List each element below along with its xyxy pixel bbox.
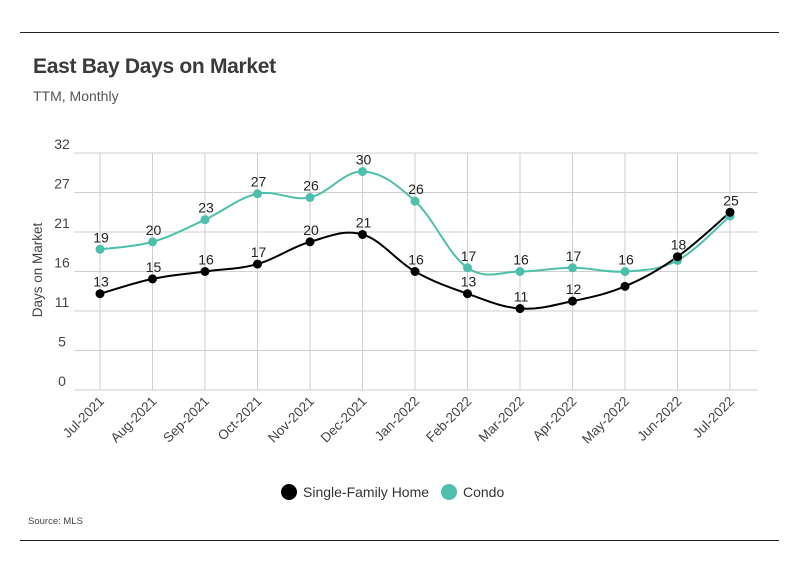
data-labels: 19 20 23 27 26 30 26 17 16 17 16 13 15 16 17 20 21 16 13 11…: [93, 152, 739, 305]
data-label: 16: [618, 252, 634, 268]
top-rule: [20, 32, 779, 33]
series-points: [95, 167, 735, 314]
data-point: [253, 259, 262, 269]
data-label: 26: [408, 181, 424, 197]
chart-subtitle: TTM, Monthly: [33, 88, 119, 104]
data-label: 11: [514, 289, 529, 305]
legend: Single-Family Home Condo: [281, 484, 504, 500]
legend-marker: [441, 484, 457, 500]
data-label: 12: [566, 281, 582, 297]
data-point: [725, 207, 735, 217]
x-tick-label: Jan-2022: [372, 394, 422, 444]
data-point: [358, 167, 367, 177]
data-label: 23: [198, 200, 214, 216]
y-tick-label: 11: [55, 294, 70, 310]
data-label: 13: [93, 274, 109, 290]
data-label: 27: [251, 174, 267, 190]
data-label: 17: [461, 248, 477, 264]
data-point: [463, 263, 472, 273]
data-point: [95, 289, 105, 299]
x-tick-label: Feb-2022: [423, 394, 474, 445]
data-point: [305, 192, 315, 202]
data-point: [200, 267, 210, 276]
y-tick-label: 21: [54, 215, 70, 231]
data-point: [410, 267, 420, 276]
legend-label: Condo: [463, 484, 504, 500]
data-point: [568, 263, 577, 273]
data-label: 17: [566, 248, 582, 264]
data-point: [463, 289, 472, 299]
x-axis-ticks: Jul-2021 Aug-2021 Sep-2021 Oct-2021 Nov-2021…: [60, 394, 737, 447]
y-axis-ticks: 0 5 11 16 21 27 32: [54, 136, 70, 389]
x-tick-label: Apr-2022: [530, 394, 580, 444]
data-label: 17: [251, 244, 267, 260]
data-point: [95, 244, 105, 254]
data-label: 21: [356, 214, 372, 230]
data-label: 20: [146, 222, 162, 238]
x-tick-label: Nov-2021: [265, 394, 317, 446]
x-tick-label: Sep-2021: [160, 394, 212, 446]
x-tick-label: Jul-2022: [690, 394, 737, 441]
chart-title: East Bay Days on Market: [33, 55, 276, 78]
bottom-rule: [20, 540, 779, 541]
x-tick-label: May-2022: [579, 394, 632, 447]
x-tick-label: Oct-2021: [215, 394, 265, 444]
y-tick-label: 5: [58, 334, 66, 350]
data-point: [148, 274, 157, 284]
data-point: [620, 281, 630, 291]
data-point: [305, 237, 315, 247]
legend-marker: [281, 484, 297, 500]
y-tick-label: 32: [54, 136, 70, 152]
data-label: 26: [303, 177, 319, 193]
x-tick-label: Aug-2021: [108, 394, 160, 446]
data-label: 20: [303, 222, 319, 238]
data-point: [410, 196, 420, 206]
data-point: [673, 252, 682, 262]
y-tick-label: 27: [54, 175, 70, 191]
y-tick-label: 0: [58, 373, 66, 389]
data-label: 15: [146, 259, 162, 275]
data-label: 18: [671, 237, 687, 253]
data-label: 16: [198, 252, 214, 268]
data-label: 30: [356, 152, 372, 168]
data-point: [515, 304, 525, 314]
x-tick-label: Jun-2022: [634, 394, 684, 444]
data-point: [515, 267, 525, 276]
data-point: [200, 215, 210, 225]
data-label: 25: [723, 192, 739, 208]
y-axis-label: Days on Market: [30, 222, 45, 317]
data-label: 16: [513, 252, 529, 268]
data-label: 19: [93, 229, 109, 245]
data-point: [253, 189, 262, 199]
data-point: [358, 229, 367, 239]
data-label: 13: [461, 274, 477, 290]
data-point: [620, 267, 630, 276]
legend-label: Single-Family Home: [303, 484, 429, 500]
data-label: 16: [408, 252, 424, 268]
source-note: Source: MLS: [28, 516, 83, 527]
x-tick-label: Dec-2021: [318, 394, 370, 446]
x-tick-label: Jul-2021: [60, 394, 107, 441]
x-tick-label: Mar-2022: [476, 394, 527, 445]
data-point: [568, 296, 577, 306]
data-point: [148, 237, 157, 247]
y-tick-label: 16: [54, 255, 70, 271]
